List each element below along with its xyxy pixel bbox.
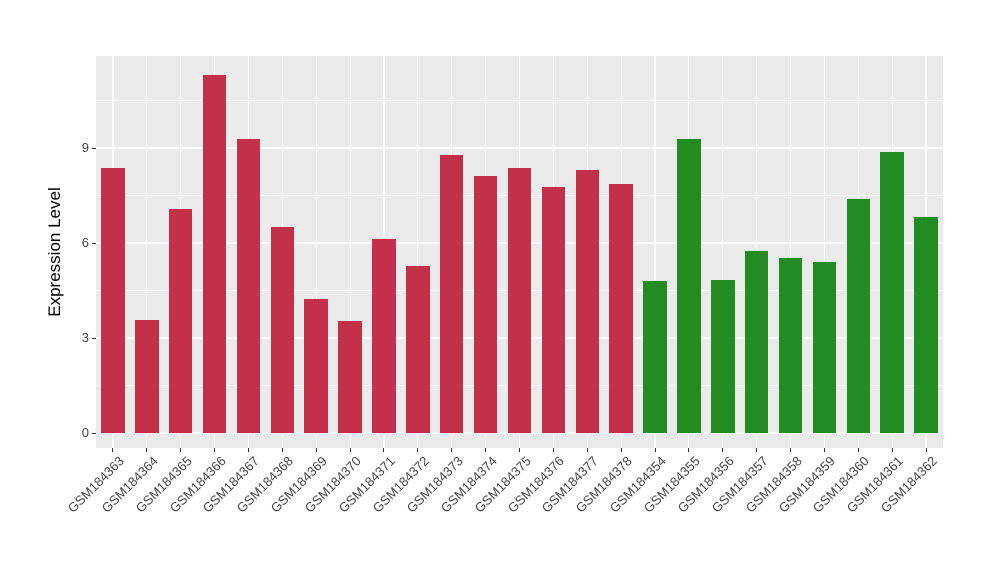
bar-GSM184356 [711, 279, 735, 433]
y-tick-label: 0 [81, 425, 89, 440]
bar-GSM184363 [101, 168, 125, 433]
x-tick-mark [519, 448, 520, 452]
bar-GSM184355 [677, 138, 701, 433]
vertical-gridline [654, 56, 656, 448]
x-tick-mark [891, 448, 893, 452]
bar-GSM184361 [880, 151, 904, 433]
x-tick-mark [654, 448, 656, 452]
x-tick-mark [349, 448, 351, 452]
bar-GSM184376 [541, 186, 566, 433]
vertical-gridline [315, 56, 317, 448]
x-tick-mark [247, 448, 249, 452]
x-tick-mark [214, 448, 216, 452]
y-axis-title-text: Expression Level [45, 187, 64, 317]
x-tick-mark [451, 448, 453, 452]
x-tick-mark [722, 448, 724, 452]
x-tick-mark [552, 448, 554, 452]
x-tick-mark [180, 448, 182, 452]
x-tick-mark [146, 448, 148, 452]
bar-GSM184367 [236, 138, 261, 433]
x-tick-mark [688, 448, 690, 452]
vertical-gridline [417, 56, 419, 448]
bar-GSM184374 [473, 175, 498, 433]
x-tick-mark [925, 448, 927, 452]
bar-GSM184368 [270, 227, 295, 433]
x-tick-mark [756, 448, 758, 452]
vertical-gridline [349, 56, 351, 448]
bar-GSM184360 [846, 199, 871, 433]
plot-panel [96, 56, 943, 448]
x-tick-mark [620, 448, 622, 452]
bar-GSM184377 [575, 169, 599, 433]
y-tick-label: 3 [81, 330, 89, 346]
bar-GSM184364 [135, 319, 159, 433]
x-tick-mark [485, 448, 487, 452]
bar-GSM184369 [304, 299, 328, 433]
bar-GSM184365 [168, 208, 193, 433]
vertical-gridline [146, 56, 148, 448]
x-tick-mark [586, 448, 588, 452]
bar-GSM184359 [812, 262, 837, 433]
bar-GSM184372 [406, 265, 430, 433]
x-tick-mark [823, 448, 825, 452]
vertical-gridline [789, 56, 792, 448]
y-tick-mark [92, 433, 96, 434]
y-tick-mark [92, 243, 96, 245]
bar-GSM184362 [914, 216, 938, 433]
vertical-gridline [823, 56, 825, 448]
bar-GSM184373 [439, 155, 464, 433]
x-tick-mark [383, 448, 385, 452]
y-tick-label: 9 [81, 140, 89, 156]
y-tick-label: 6 [81, 235, 89, 251]
x-tick-mark [281, 448, 283, 452]
bar-GSM184375 [507, 168, 532, 433]
y-tick-mark [92, 338, 96, 340]
bar-GSM184366 [202, 74, 227, 433]
bar-GSM184358 [778, 257, 803, 433]
x-tick-mark [790, 448, 792, 452]
bar-GSM184357 [744, 251, 769, 433]
x-tick-mark [112, 448, 114, 452]
bar-GSM184354 [643, 281, 667, 433]
vertical-gridline [722, 56, 724, 448]
bar-GSM184378 [609, 184, 633, 433]
bar-GSM184370 [338, 320, 362, 433]
bar-GSM184371 [372, 238, 396, 433]
x-tick-mark [857, 448, 859, 452]
x-tick-mark [315, 448, 317, 452]
y-tick-mark [92, 148, 96, 150]
x-tick-mark [417, 448, 419, 452]
